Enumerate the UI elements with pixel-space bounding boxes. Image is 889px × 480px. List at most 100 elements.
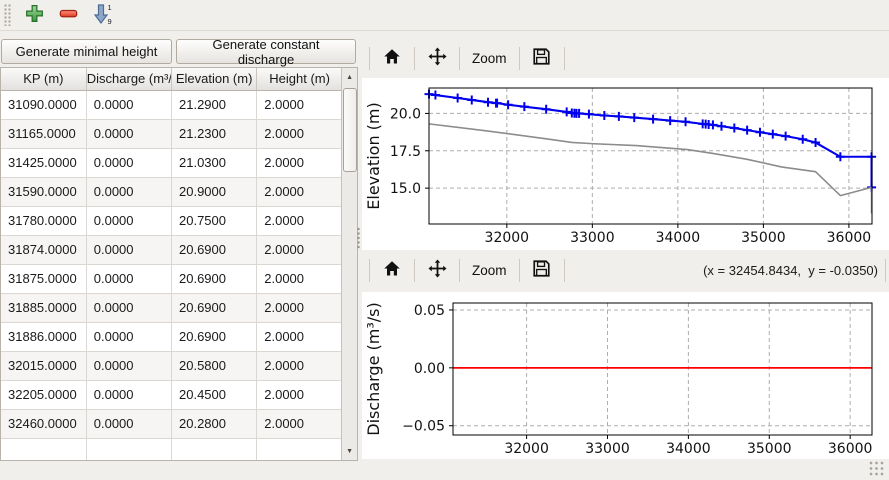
table-cell[interactable]: 20.9000 <box>171 177 258 207</box>
elevation-chart-canvas[interactable]: 32000 33000 34000 35000 36000 15.0 17.5 20.0 Ele… <box>362 78 889 250</box>
y-tick-label: 17.5 <box>390 144 421 160</box>
sort-ascending-icon: 1 9 <box>91 2 113 29</box>
table-cell[interactable]: 2.0000 <box>256 206 342 236</box>
table-cell[interactable]: 0.0000 <box>86 90 173 120</box>
scrollbar-thumb[interactable] <box>343 88 357 172</box>
discharge-chart-canvas[interactable]: 32000 33000 34000 35000 36000 −0.05 0.00 0.05 Di… <box>362 292 889 459</box>
table-cell[interactable]: 0.0000 <box>86 119 173 149</box>
x-tick-label: 32000 <box>504 441 549 457</box>
table-row: 32460.0000 0.0000 20.2800 2.0000 <box>1 409 342 439</box>
table-cell[interactable]: 32460.0000 <box>1 409 87 439</box>
table-cell[interactable]: 0.0000 <box>86 409 173 439</box>
table-cell[interactable]: 32015.0000 <box>1 351 87 381</box>
table-cell[interactable]: 2.0000 <box>256 409 342 439</box>
scroll-down-icon[interactable]: ▼ <box>346 447 354 455</box>
table-cell[interactable]: 31425.0000 <box>1 148 87 178</box>
table-cell[interactable] <box>171 438 258 460</box>
save-button[interactable] <box>527 255 557 285</box>
table-cell[interactable]: 20.6900 <box>171 264 258 294</box>
table-cell[interactable]: 31875.0000 <box>1 264 87 294</box>
column-header[interactable]: KP (m) <box>1 68 87 91</box>
table-cell[interactable]: 2.0000 <box>256 322 342 352</box>
table-cell[interactable]: 0.0000 <box>86 148 173 178</box>
table-cell[interactable] <box>1 438 87 460</box>
pan-button[interactable] <box>422 255 452 285</box>
table-cell[interactable]: 20.6900 <box>171 293 258 323</box>
remove-row-button[interactable] <box>54 2 82 28</box>
table-header-row: KP (m)Discharge (m³/s)Elevation (m)Heigh… <box>1 68 342 91</box>
table-cell[interactable]: 31590.0000 <box>1 177 87 207</box>
table-cell[interactable]: 21.2300 <box>171 119 258 149</box>
table-cell[interactable]: 0.0000 <box>86 351 173 381</box>
table-scrollbar[interactable]: ▲ ▼ <box>341 68 357 460</box>
add-row-button[interactable] <box>20 2 48 28</box>
generate-minimal-height-button[interactable]: Generate minimal height <box>1 39 172 64</box>
table-cell[interactable]: 31885.0000 <box>1 293 87 323</box>
table-cell[interactable] <box>256 438 342 460</box>
table-cell[interactable]: 20.2800 <box>171 409 258 439</box>
table-row: 31590.0000 0.0000 20.9000 2.0000 <box>1 177 342 207</box>
table-row: 31780.0000 0.0000 20.7500 2.0000 <box>1 206 342 236</box>
x-tick-label: 34000 <box>666 441 711 457</box>
table-cell[interactable]: 2.0000 <box>256 380 342 410</box>
home-button[interactable] <box>377 43 407 73</box>
table-cell[interactable]: 0.0000 <box>86 235 173 265</box>
table-row: 31090.0000 0.0000 21.2900 2.0000 <box>1 90 342 120</box>
y-tick-label: 15.0 <box>390 181 421 197</box>
discharge-chart-toolbar: Zoom (x = 32454.8434, y = -0.0350) <box>362 252 889 288</box>
column-header[interactable]: Height (m) <box>256 68 342 91</box>
table-cell[interactable]: 0.0000 <box>86 177 173 207</box>
table-cell[interactable]: 0.0000 <box>86 380 173 410</box>
sort-digit-bottom: 9 <box>108 17 112 26</box>
table-cell[interactable]: 2.0000 <box>256 264 342 294</box>
table-cell[interactable]: 31886.0000 <box>1 322 87 352</box>
remove-icon <box>59 4 78 26</box>
table-cell[interactable]: 2.0000 <box>256 293 342 323</box>
table-row <box>1 438 342 460</box>
table-cell[interactable] <box>86 438 173 460</box>
table-row: 32015.0000 0.0000 20.5800 2.0000 <box>1 351 342 381</box>
table-cell[interactable]: 31874.0000 <box>1 235 87 265</box>
table-cell[interactable]: 2.0000 <box>256 148 342 178</box>
table-cell[interactable]: 2.0000 <box>256 351 342 381</box>
x-tick-label: 36000 <box>828 441 873 457</box>
sort-button[interactable]: 1 9 <box>88 2 116 28</box>
table-cell[interactable]: 31090.0000 <box>1 90 87 120</box>
y-tick-label: 0.00 <box>414 361 445 377</box>
x-tick-label: 36000 <box>827 230 872 246</box>
table-cell[interactable]: 0.0000 <box>86 322 173 352</box>
table-cell[interactable]: 0.0000 <box>86 264 173 294</box>
table-cell[interactable]: 0.0000 <box>86 206 173 236</box>
table-cell[interactable]: 2.0000 <box>256 119 342 149</box>
x-tick-label: 33000 <box>585 441 630 457</box>
save-button[interactable] <box>527 43 557 73</box>
table-cell[interactable]: 20.6900 <box>171 235 258 265</box>
column-header[interactable]: Discharge (m³/s) <box>86 68 173 91</box>
table-cell[interactable]: 32205.0000 <box>1 380 87 410</box>
table-cell[interactable]: 21.2900 <box>171 90 258 120</box>
table-cell[interactable]: 0.0000 <box>86 293 173 323</box>
home-button[interactable] <box>377 255 407 285</box>
table-cell[interactable]: 2.0000 <box>256 177 342 207</box>
scroll-up-icon[interactable]: ▲ <box>346 73 354 81</box>
window-resize-grip[interactable] <box>869 461 885 477</box>
table-cell[interactable]: 21.0300 <box>171 148 258 178</box>
table-cell[interactable]: 20.6900 <box>171 322 258 352</box>
panel-splitter[interactable] <box>356 31 362 480</box>
table-cell[interactable]: 20.5800 <box>171 351 258 381</box>
zoom-button[interactable]: Zoom <box>467 43 512 73</box>
table-cell[interactable]: 20.7500 <box>171 206 258 236</box>
table-cell[interactable]: 31165.0000 <box>1 119 87 149</box>
table-row: 31875.0000 0.0000 20.6900 2.0000 <box>1 264 342 294</box>
zoom-button[interactable]: Zoom <box>467 255 512 285</box>
toolbar-drag-handle[interactable] <box>4 4 12 26</box>
table-cell[interactable]: 2.0000 <box>256 235 342 265</box>
home-icon <box>383 48 401 68</box>
generate-constant-discharge-button[interactable]: Generate constant discharge <box>176 37 356 67</box>
table-row: 31886.0000 0.0000 20.6900 2.0000 <box>1 322 342 352</box>
table-cell[interactable]: 20.4500 <box>171 380 258 410</box>
pan-button[interactable] <box>422 43 452 73</box>
table-cell[interactable]: 31780.0000 <box>1 206 87 236</box>
column-header[interactable]: Elevation (m) <box>171 68 258 91</box>
table-cell[interactable]: 2.0000 <box>256 90 342 120</box>
